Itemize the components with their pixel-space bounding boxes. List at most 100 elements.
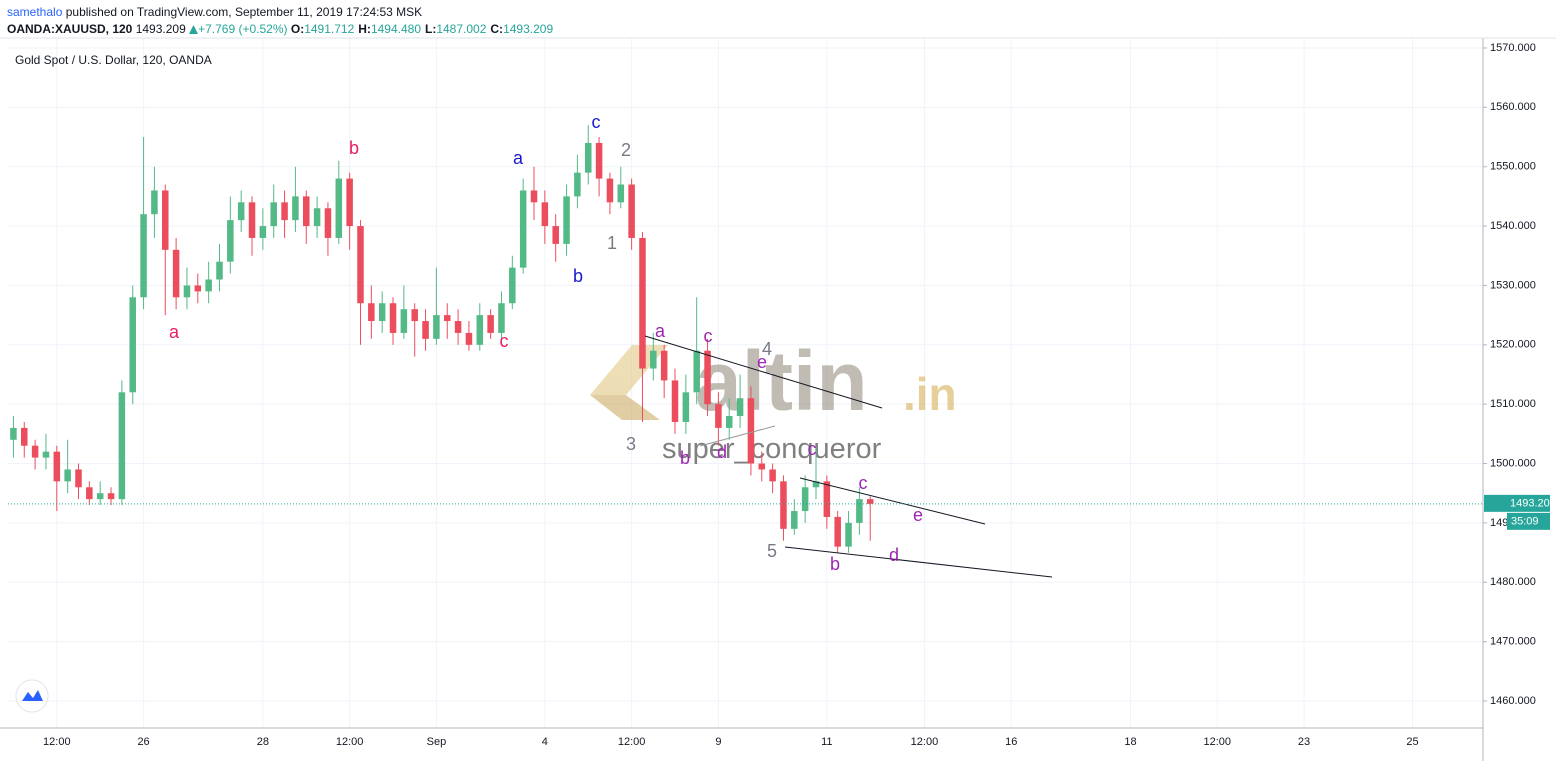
trendline <box>644 335 883 409</box>
x-tick-label: 12:00 <box>43 736 71 748</box>
ohlc-value: 1494.480 <box>370 22 421 36</box>
candle-body <box>400 309 408 333</box>
tv-logo[interactable] <box>15 679 49 713</box>
last-price-box <box>1484 494 1550 512</box>
candle-body <box>791 511 798 529</box>
logo-shape <box>590 345 668 395</box>
candle-body <box>259 226 267 238</box>
x-tick-label: 12:00 <box>336 736 364 748</box>
candle-body <box>357 226 364 304</box>
candle-body <box>53 451 61 482</box>
candle-body <box>31 445 39 458</box>
candle-body <box>606 178 614 203</box>
candle-body <box>411 309 418 322</box>
x-tick-label: 4 <box>542 736 548 748</box>
wave-label: a <box>169 322 180 342</box>
candle-body <box>541 202 549 227</box>
ohlc-label: H: <box>358 22 371 36</box>
logo-circle[interactable] <box>15 679 49 713</box>
candle-body <box>303 196 310 227</box>
candle-body <box>498 303 505 333</box>
change: +7.769 (+0.52%) <box>198 22 288 36</box>
candle-body <box>389 303 397 333</box>
last-price-label: 1493.209 <box>1510 498 1556 510</box>
candle-body <box>454 321 462 333</box>
y-tick-label: 1500.000 <box>1490 457 1536 469</box>
wave-label: b <box>680 448 690 468</box>
candle-body <box>801 487 809 512</box>
candle-body <box>660 350 668 381</box>
wave-label: c <box>704 326 713 346</box>
ohlc: O:1491.712 H:1494.480 L:1487.002 C:1493.209 <box>291 22 557 36</box>
ohlc-label: O: <box>290 22 305 36</box>
y-tick-label: 1570.000 <box>1490 42 1536 54</box>
candle-body <box>118 392 126 500</box>
candle-body <box>845 522 852 547</box>
candle-body <box>584 142 592 173</box>
wave-label: 3 <box>626 434 636 454</box>
candle-body <box>628 184 635 238</box>
trendline <box>799 477 986 525</box>
wave-label: d <box>717 442 727 462</box>
countdown-box <box>1507 512 1550 530</box>
candle-body <box>162 190 169 250</box>
ohlc-label: C: <box>490 22 504 36</box>
candle-body <box>205 279 212 292</box>
published: published on TradingView.com, September … <box>65 5 423 19</box>
candles <box>10 125 874 553</box>
x-tick-label: 12:00 <box>1204 736 1232 748</box>
candle-body <box>270 202 277 227</box>
y-tick-label: 1520.000 <box>1490 339 1536 351</box>
watermark-domain: .in <box>903 368 957 420</box>
candle-body <box>509 267 516 304</box>
candle-body <box>86 487 93 500</box>
x-tick-label: 25 <box>1406 736 1418 748</box>
logo-icon[interactable] <box>22 690 43 701</box>
candle-body <box>747 398 755 464</box>
candle-body <box>704 350 711 405</box>
wave-label: c <box>592 112 601 132</box>
wave-label: e <box>913 505 923 525</box>
candle-body <box>75 469 82 488</box>
wave-label: b <box>573 266 583 286</box>
candle-body <box>476 315 484 345</box>
candle-body <box>574 172 581 197</box>
candle-body <box>530 190 538 203</box>
candle-body <box>487 315 494 333</box>
y-tick-label: 1470.000 <box>1490 636 1536 648</box>
y-tick-label: 1530.000 <box>1490 279 1536 291</box>
candle-body <box>172 249 180 298</box>
y-tick-label: 1460.000 <box>1490 695 1536 707</box>
candle-body <box>346 178 353 227</box>
trendlines <box>644 335 1053 578</box>
countdown: 35:09 <box>1511 516 1539 528</box>
candle-body <box>64 469 71 482</box>
wave-label: b <box>830 554 840 574</box>
x-tick-label: 16 <box>1005 736 1017 748</box>
candle-body <box>671 380 679 422</box>
candle-body <box>563 196 570 244</box>
candle-body <box>335 178 343 238</box>
candle-body <box>194 285 202 292</box>
price: 1493.209 <box>135 22 186 36</box>
candle-body <box>780 481 787 529</box>
up-arrow <box>189 25 199 34</box>
candle-body <box>595 142 603 179</box>
x-tick-label: 12:00 <box>911 736 939 748</box>
author[interactable]: samethalo <box>7 5 63 19</box>
wave-label: 2 <box>621 140 631 160</box>
candle-body <box>292 196 299 221</box>
watermark-author: super_conqueror <box>662 433 882 465</box>
candle-body <box>216 261 223 280</box>
candle-body <box>856 499 863 523</box>
ohlc-label: L: <box>425 22 437 36</box>
x-tick-label: 23 <box>1298 736 1310 748</box>
watermark: altin .in <box>590 334 957 428</box>
candle-body <box>237 202 245 221</box>
candle-body <box>433 315 440 339</box>
wave-label: c <box>859 473 868 493</box>
wave-label: a <box>513 148 524 168</box>
symbol: OANDA:XAUUSD, 120 <box>7 22 133 36</box>
